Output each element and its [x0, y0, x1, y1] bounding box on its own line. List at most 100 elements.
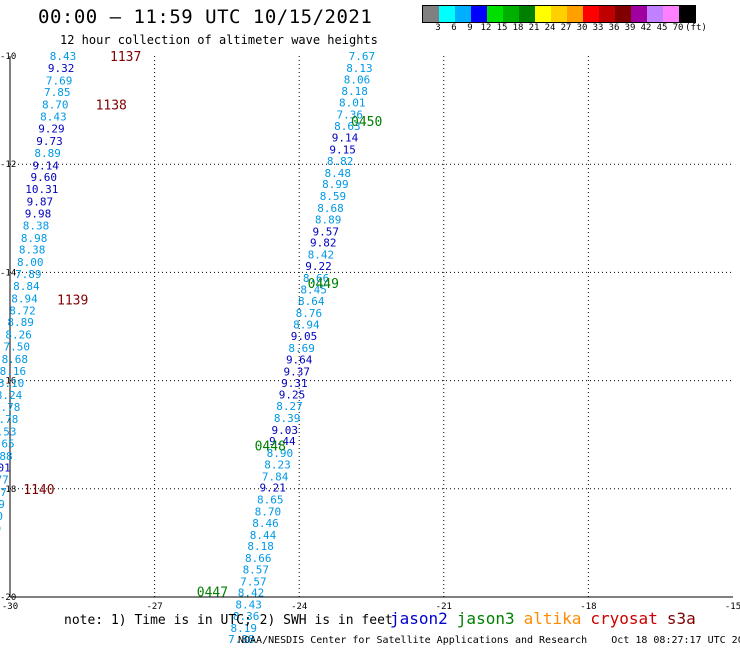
wave-height-value: 9.60 — [30, 171, 57, 184]
color-scale-label: 6 — [451, 23, 457, 33]
wave-height-value: 8.94 — [11, 292, 38, 305]
wave-height-value: 8.64 — [298, 295, 325, 308]
wave-height-value: 8.44 — [250, 529, 277, 542]
wave-height-value: 8.43 — [50, 50, 77, 63]
wave-height-value: 9.05 — [291, 330, 318, 343]
wave-height-value: 8.89 — [7, 316, 34, 329]
wave-height-value: 8.19 — [231, 622, 258, 635]
wave-height-value: 8.46 — [252, 517, 279, 530]
wave-height-value: 8.16 — [0, 365, 26, 378]
wave-height-value: 10.31 — [25, 183, 58, 196]
pass-time-label: 0448 — [255, 440, 286, 455]
wave-height-value: 8.65 — [257, 494, 284, 507]
wave-height-value: 6.90 — [0, 522, 1, 535]
color-scale-bar — [422, 5, 696, 23]
wave-height-value: 8.66 — [245, 552, 272, 565]
wave-height-value: 7.89 — [0, 498, 5, 511]
color-scale-swatch — [423, 6, 439, 22]
wave-height-value: 7.85 — [44, 86, 71, 99]
wave-height-value: 8.94 — [293, 318, 320, 331]
color-scale-swatch — [583, 6, 599, 22]
color-scale-swatch — [599, 6, 615, 22]
pass-time-label: 0447 — [197, 586, 228, 601]
color-scale-swatch — [679, 6, 695, 22]
y-tick-label: -12 — [0, 160, 16, 170]
wave-height-value: 8.89 — [315, 213, 342, 226]
color-scale-swatch — [631, 6, 647, 22]
wave-height-value: 8.42 — [308, 249, 335, 262]
wave-height-value: 8.69 — [288, 342, 315, 355]
wave-height-value: 7.67 — [349, 50, 376, 63]
wave-height-value: 9.31 — [281, 377, 308, 390]
wave-height-value: 8.27 — [276, 400, 303, 413]
satellite-legend-s3a: s3a — [666, 609, 696, 628]
pass-time-label: 1138 — [96, 99, 127, 114]
wave-height-value: 8.89 — [34, 147, 61, 160]
wave-height-value: 9.44 — [269, 435, 296, 448]
wave-height-value: 8.42 — [238, 587, 265, 600]
wave-height-value: 9.01 — [0, 462, 11, 475]
wave-height-value: 8.48 — [325, 167, 352, 180]
x-tick-label: -21 — [436, 602, 452, 612]
chart-subtitle: 12 hour collection of altimeter wave hei… — [60, 33, 378, 47]
wave-height-value: 8.13 — [346, 62, 373, 75]
wave-height-value: 9.32 — [48, 62, 75, 75]
wave-height-value: 8.38 — [19, 244, 46, 257]
color-scale-label: 30 — [576, 23, 588, 33]
satellite-legend-cryosat: cryosat — [590, 609, 658, 628]
color-scale-label: 70 — [672, 23, 684, 33]
satellite-legend: jason2 jason3 altika cryosat s3a — [390, 609, 705, 628]
satellite-legend-jason2: jason2 — [390, 609, 448, 628]
wave-height-value: 7.78 — [0, 413, 18, 426]
wave-height-value: 9.82 — [310, 237, 337, 250]
wave-height-value: 7.36 — [337, 108, 364, 121]
wave-height-value: 9.03 — [271, 424, 298, 437]
color-scale-swatch — [535, 6, 551, 22]
wave-height-value: 8.43 — [235, 599, 262, 612]
color-scale-label: 15 — [496, 23, 508, 33]
color-scale-swatch — [647, 6, 663, 22]
wave-height-value: 9.15 — [329, 144, 356, 157]
wave-height-value: 8.63 — [334, 120, 361, 133]
wave-height-value: 8.66 — [303, 272, 330, 285]
x-tick-label: -27 — [146, 602, 162, 612]
wave-height-value: 8.36 — [233, 610, 260, 623]
wave-height-value: 8.00 — [17, 256, 44, 269]
wave-height-value: 7.57 — [240, 575, 267, 588]
wave-height-value: 8.57 — [243, 563, 270, 576]
wave-height-value: 8.10 — [0, 377, 24, 390]
wave-height-value: 8.98 — [21, 232, 48, 245]
color-scale-label: 42 — [640, 23, 652, 33]
wave-height-value: 8.38 — [23, 219, 50, 232]
wave-height-value: 9.29 — [38, 122, 65, 135]
wave-height-value: 9.14 — [32, 159, 59, 172]
wave-height-value: 9.21 — [259, 482, 286, 495]
color-scale-swatch — [439, 6, 455, 22]
wave-height-value: 8.78 — [0, 401, 20, 414]
wave-height-value: 9.22 — [305, 260, 332, 273]
wave-height-value: 8.84 — [13, 280, 40, 293]
color-scale-label: 36 — [608, 23, 620, 33]
color-scale-swatch — [471, 6, 487, 22]
footer-credit: NOAA/NESDIS Center for Satellite Applica… — [238, 635, 740, 646]
wave-height-value: 7.50 — [3, 341, 30, 354]
color-scale-labels: 3 6 9 12 15 18 21 24 27 30 33 36 39 42 45 70 (ft) — [422, 23, 740, 35]
wave-height-value: 8.06 — [344, 73, 371, 86]
pass-time-label: 1140 — [23, 483, 54, 498]
wave-height-value: 7.87 — [0, 486, 7, 499]
x-tick-label: -18 — [580, 602, 596, 612]
wave-height-value: 9.37 — [284, 365, 311, 378]
color-scale-swatch — [519, 6, 535, 22]
wave-height-value: 7.89 — [15, 268, 42, 281]
color-scale-label: 24 — [544, 23, 556, 33]
satellite-legend-jason3: jason3 — [456, 609, 515, 628]
pass-time-label: 1139 — [57, 293, 88, 308]
wave-height-value: 8.01 — [339, 97, 366, 110]
wave-height-value: 8.82 — [327, 155, 354, 168]
wave-height-value: 8.72 — [9, 304, 36, 317]
color-scale-label: 21 — [528, 23, 540, 33]
wave-height-value: 7.84 — [262, 470, 289, 483]
wave-height-value: 8.18 — [247, 540, 274, 553]
color-scale-swatch — [567, 6, 583, 22]
